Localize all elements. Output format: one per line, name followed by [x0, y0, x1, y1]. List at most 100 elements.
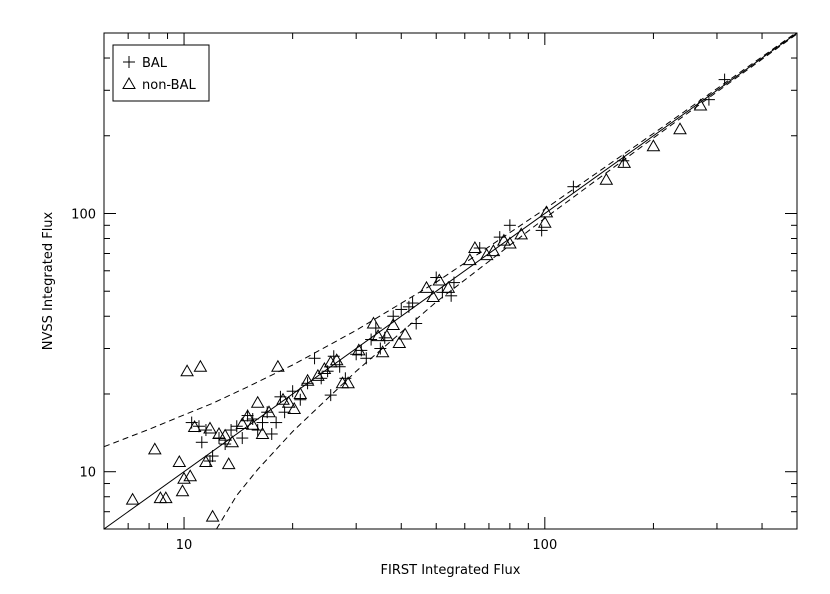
- point-bal-1: [192, 420, 205, 433]
- point-non-bal-54: [514, 227, 529, 240]
- point-bal-41: [410, 317, 423, 330]
- point-non-bal-55: [537, 215, 552, 228]
- tick-labels: 10 100 10 100: [71, 207, 557, 553]
- point-non-bal-53: [503, 236, 517, 249]
- data-points: [125, 73, 731, 522]
- point-non-bal-43: [398, 327, 412, 340]
- point-non-bal-14: [212, 426, 226, 439]
- point-bal-24: [315, 372, 328, 385]
- point-non-bal-44: [419, 280, 434, 293]
- point-non-bal-22: [255, 426, 270, 439]
- point-non-bal-45: [426, 289, 440, 302]
- point-non-bal-15: [218, 428, 232, 441]
- point-bal-50: [567, 180, 580, 193]
- point-bal-23: [308, 352, 321, 365]
- point-non-bal-27: [287, 401, 302, 414]
- point-non-bal-40: [380, 329, 394, 342]
- point-bal-48: [503, 219, 516, 232]
- x-axis-label: FIRST Integrated Flux: [381, 563, 521, 578]
- point-bal-45: [447, 276, 460, 289]
- point-bal-17: [270, 416, 283, 429]
- point-bal-33: [365, 333, 378, 346]
- point-bal-21: [294, 393, 307, 406]
- point-non-bal-19: [240, 409, 255, 422]
- point-non-bal-25: [276, 392, 290, 405]
- point-bal-32: [360, 352, 373, 365]
- point-non-bal-23: [262, 405, 276, 418]
- point-non-bal-59: [646, 139, 661, 152]
- point-bal-14: [256, 416, 269, 429]
- point-bal-26: [324, 389, 337, 402]
- point-non-bal-32: [323, 355, 338, 368]
- point-non-bal-21: [250, 395, 265, 408]
- point-non-bal-5: [175, 484, 190, 497]
- point-non-bal-56: [539, 205, 554, 218]
- x-tick-label-1: 100: [532, 538, 557, 553]
- point-non-bal-12: [203, 421, 217, 434]
- point-non-bal-11: [199, 454, 213, 467]
- point-non-bal-46: [432, 273, 447, 286]
- point-bal-31: [355, 344, 368, 357]
- point-non-bal-18: [235, 416, 250, 429]
- point-non-bal-4: [172, 454, 187, 467]
- point-non-bal-20: [245, 417, 260, 430]
- point-non-bal-30: [311, 368, 325, 381]
- point-bal-37: [387, 310, 400, 323]
- point-bal-52: [702, 93, 715, 106]
- point-non-bal-36: [351, 343, 366, 356]
- y-tick-label-1: 100: [71, 207, 96, 222]
- point-bal-49: [535, 224, 548, 237]
- point-non-bal-58: [617, 155, 632, 168]
- point-non-bal-50: [479, 248, 494, 261]
- legend-entry-bal: BAL: [123, 56, 168, 71]
- point-non-bal-38: [371, 329, 385, 342]
- fit-lines: [104, 33, 797, 529]
- point-bal-10: [236, 432, 249, 445]
- point-bal-51: [617, 154, 630, 167]
- point-bal-9: [230, 420, 243, 433]
- point-non-bal-41: [386, 317, 401, 330]
- legend: BAL non-BAL: [112, 44, 210, 102]
- plot-frame: [103, 32, 798, 530]
- point-non-bal-26: [281, 395, 296, 408]
- point-non-bal-29: [300, 373, 315, 386]
- point-non-bal-9: [187, 419, 202, 432]
- point-non-bal-16: [221, 457, 236, 470]
- legend-entry-non-bal: non-BAL: [122, 76, 196, 93]
- solid-line-0: [104, 33, 797, 529]
- point-bal-40: [406, 297, 419, 310]
- x-tick-label-0: 10: [176, 538, 193, 553]
- point-non-bal-35: [341, 376, 355, 389]
- point-non-bal-33: [329, 353, 344, 366]
- point-non-bal-28: [293, 386, 308, 399]
- dashed-line-2: [216, 33, 797, 529]
- point-non-bal-13: [205, 509, 220, 522]
- point-non-bal-51: [486, 244, 501, 257]
- legend-label-non-bal: non-BAL: [142, 78, 196, 93]
- point-non-bal-17: [225, 435, 240, 448]
- point-non-bal-49: [468, 240, 482, 253]
- point-non-bal-47: [441, 280, 456, 293]
- point-bal-53: [718, 73, 731, 86]
- point-non-bal-37: [366, 316, 381, 329]
- legend-triangle-glyph: [122, 76, 136, 89]
- point-non-bal-31: [317, 361, 332, 374]
- point-non-bal-6: [177, 471, 191, 484]
- point-non-bal-52: [497, 233, 511, 246]
- legend-marker-plus: [123, 56, 135, 68]
- legend-plus-glyph: [123, 56, 135, 68]
- point-non-bal-7: [180, 364, 194, 377]
- point-bal-22: [301, 377, 314, 390]
- point-bal-2: [195, 436, 208, 449]
- point-non-bal-8: [183, 469, 198, 482]
- legend-label-bal: BAL: [142, 56, 168, 71]
- point-bal-16: [265, 427, 278, 440]
- y-axis-label: NVSS Integrated Flux: [41, 211, 56, 350]
- point-bal-4: [203, 455, 216, 468]
- y-tick-label-0: 10: [79, 466, 96, 481]
- point-non-bal-39: [375, 345, 390, 358]
- point-bal-20: [286, 385, 299, 398]
- point-non-bal-10: [193, 359, 208, 372]
- point-bal-35: [374, 342, 387, 355]
